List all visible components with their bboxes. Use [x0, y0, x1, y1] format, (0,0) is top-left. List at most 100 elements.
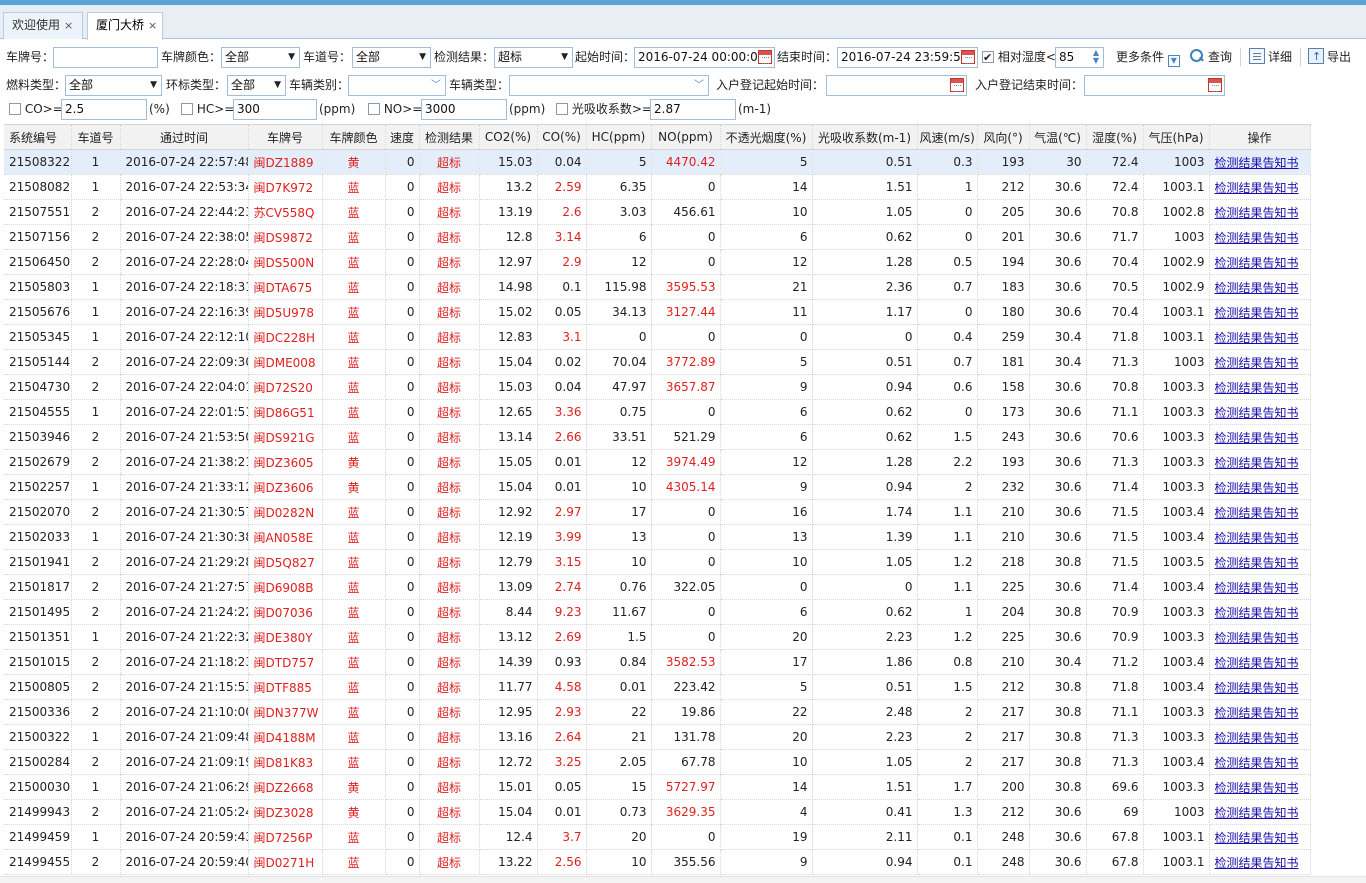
column-header[interactable]: 操作 [1209, 124, 1311, 150]
column-header[interactable]: HC(ppm) [586, 124, 652, 150]
column-header[interactable]: 速度 [385, 124, 420, 150]
report-notice-link[interactable]: 检测结果告知书 [1214, 480, 1299, 495]
report-notice-link[interactable]: 检测结果告知书 [1214, 255, 1299, 270]
co-checkbox[interactable] [9, 103, 21, 115]
report-notice-link[interactable]: 检测结果告知书 [1214, 680, 1299, 695]
table-row[interactable]: 21501817 2 2016-07-24 21:27:57 闽D6908B 蓝 0 超标 1… [4, 574, 1311, 600]
light-absorption-checkbox[interactable] [556, 103, 568, 115]
humidity-checkbox[interactable] [982, 48, 994, 68]
report-notice-link[interactable]: 检测结果告知书 [1214, 155, 1299, 170]
more-conditions-toggle[interactable]: 更多条件 ▼ [1116, 47, 1180, 67]
report-notice-link[interactable]: 检测结果告知书 [1214, 180, 1299, 195]
hc-threshold-input[interactable]: 300 [233, 99, 317, 120]
table-row[interactable]: 21508082 1 2016-07-24 22:53:34 闽D7K972 蓝 0 超标 1… [4, 174, 1311, 200]
table-row[interactable]: 21502679 2 2016-07-24 21:38:21 闽DZ3605 黄 0 超标 1… [4, 449, 1311, 475]
plate-color-select[interactable]: 全部 ▼ [221, 47, 300, 68]
calendar-icon[interactable] [961, 50, 975, 64]
table-row[interactable]: 21500030 1 2016-07-24 21:06:29 闽DZ2668 黄 0 超标 1… [4, 774, 1311, 800]
no-threshold-input[interactable]: 3000 [421, 99, 507, 120]
report-notice-link[interactable]: 检测结果告知书 [1214, 780, 1299, 795]
co-threshold-input[interactable]: 2.5 [61, 99, 147, 120]
query-button[interactable]: 查询 [1189, 47, 1232, 67]
table-row[interactable]: 21504555 1 2016-07-24 22:01:51 闽D86G51 蓝 0 超标 1… [4, 399, 1311, 425]
report-notice-link[interactable]: 检测结果告知书 [1214, 755, 1299, 770]
table-row[interactable]: 21502257 1 2016-07-24 21:33:12 闽DZ3606 黄 0 超标 1… [4, 474, 1311, 500]
table-row[interactable]: 21507551 2 2016-07-24 22:44:23 苏CV558Q 蓝 0 超标 1… [4, 199, 1311, 225]
table-row[interactable]: 21501941 2 2016-07-24 21:29:28 闽D5Q827 蓝 0 超标 1… [4, 549, 1311, 575]
report-notice-link[interactable]: 检测结果告知书 [1214, 630, 1299, 645]
result-select[interactable]: 超标 ▼ [494, 47, 573, 68]
calendar-icon[interactable] [1208, 78, 1222, 92]
table-row[interactable]: 21505803 1 2016-07-24 22:18:31 闽DTA675 蓝 0 超标 1… [4, 274, 1311, 300]
report-notice-link[interactable]: 检测结果告知书 [1214, 805, 1299, 820]
column-header[interactable]: 气温(℃) [1029, 124, 1087, 150]
table-row[interactable]: 21500805 2 2016-07-24 21:15:53 闽DTF885 蓝 0 超标 1… [4, 674, 1311, 700]
tab-xiamen-bridge[interactable]: 厦门大桥 × [87, 12, 163, 40]
report-notice-link[interactable]: 检测结果告知书 [1214, 455, 1299, 470]
end-time-input[interactable]: 2016-07-24 23:59:59 [837, 47, 978, 68]
detail-button[interactable]: 详细 [1249, 47, 1292, 67]
table-row[interactable]: 21500284 2 2016-07-24 21:09:19 闽D81K83 蓝 0 超标 1… [4, 749, 1311, 775]
start-time-input[interactable]: 2016-07-24 00:00:00 [634, 47, 775, 68]
column-header[interactable]: 车道号 [71, 124, 121, 150]
column-header[interactable]: CO2(%) [479, 124, 538, 150]
table-row[interactable]: 21499943 2 2016-07-24 21:05:24 闽DZ3028 黄 0 超标 1… [4, 799, 1311, 825]
report-notice-link[interactable]: 检测结果告知书 [1214, 330, 1299, 345]
report-notice-link[interactable]: 检测结果告知书 [1214, 655, 1299, 670]
lane-select[interactable]: 全部 ▼ [352, 47, 431, 68]
tab-welcome[interactable]: 欢迎使用 × [3, 12, 83, 39]
column-header[interactable]: NO(ppm) [651, 124, 721, 150]
fuel-select[interactable]: 全部 ▼ [65, 75, 162, 96]
column-header[interactable]: 车牌号 [248, 124, 323, 150]
table-row[interactable]: 21505144 2 2016-07-24 22:09:30 闽DME008 蓝 0 超标 1… [4, 349, 1311, 375]
table-row[interactable]: 21499455 2 2016-07-24 20:59:40 闽D0271H 蓝 0 超标 1… [4, 849, 1311, 875]
humidity-spinner[interactable]: 85 ▲ ▼ [1055, 47, 1104, 68]
calendar-icon[interactable] [950, 78, 964, 92]
table-row[interactable]: 21500322 1 2016-07-24 21:09:48 闽D4188M 蓝 0 超标 1… [4, 724, 1311, 750]
table-row[interactable]: 21502070 2 2016-07-24 21:30:57 闽D0282N 蓝 0 超标 1… [4, 499, 1311, 525]
table-row[interactable]: 21501495 2 2016-07-24 21:24:22 闽D07036 蓝 0 超标 8… [4, 599, 1311, 625]
report-notice-link[interactable]: 检测结果告知书 [1214, 580, 1299, 595]
report-notice-link[interactable]: 检测结果告知书 [1214, 830, 1299, 845]
table-row[interactable]: 21499459 1 2016-07-24 20:59:43 闽D7256P 蓝 0 超标 1… [4, 824, 1311, 850]
column-header[interactable]: 风速(m/s) [917, 124, 978, 150]
table-row[interactable]: 21501015 2 2016-07-24 21:18:23 闽DTD757 蓝 0 超标 1… [4, 649, 1311, 675]
column-header[interactable]: 通过时间 [120, 124, 249, 150]
table-row[interactable]: 21500336 2 2016-07-24 21:10:00 闽DN377W 蓝 0 超标 1… [4, 699, 1311, 725]
no-checkbox[interactable] [368, 103, 380, 115]
column-header[interactable]: 系统编号 [4, 124, 72, 150]
table-row[interactable]: 21507156 2 2016-07-24 22:38:05 闽DS9872 蓝 0 超标 1… [4, 224, 1311, 250]
column-header[interactable]: 车牌颜色 [322, 124, 386, 150]
column-header[interactable]: 湿度(%) [1086, 124, 1144, 150]
column-header[interactable]: 检测结果 [419, 124, 480, 150]
report-notice-link[interactable]: 检测结果告知书 [1214, 855, 1299, 870]
column-header[interactable]: CO(%) [537, 124, 587, 150]
table-row[interactable]: 21501351 1 2016-07-24 21:22:32 闽DE380Y 蓝 0 超标 1… [4, 624, 1311, 650]
report-notice-link[interactable]: 检测结果告知书 [1214, 555, 1299, 570]
column-header[interactable]: 不透光烟度(%) [720, 124, 813, 150]
export-button[interactable]: 导出 [1308, 47, 1351, 67]
table-row[interactable]: 21506450 2 2016-07-24 22:28:04 闽DS500N 蓝 0 超标 1… [4, 249, 1311, 275]
report-notice-link[interactable]: 检测结果告知书 [1214, 730, 1299, 745]
horizontal-scrollbar[interactable] [0, 876, 1366, 883]
close-icon[interactable]: × [148, 19, 158, 32]
report-notice-link[interactable]: 检测结果告知书 [1214, 230, 1299, 245]
table-row[interactable]: 21504730 2 2016-07-24 22:04:01 闽D72S20 蓝 0 超标 1… [4, 374, 1311, 400]
calendar-icon[interactable] [758, 50, 772, 64]
plate-no-input[interactable] [53, 47, 158, 68]
hc-checkbox[interactable] [181, 103, 193, 115]
column-header[interactable]: 气压(hPa) [1143, 124, 1210, 150]
close-icon[interactable]: × [64, 19, 74, 32]
report-notice-link[interactable]: 检测结果告知书 [1214, 380, 1299, 395]
column-header[interactable]: 风向(°) [977, 124, 1030, 150]
spinner-arrows-icon[interactable]: ▲ ▼ [1092, 48, 1100, 65]
table-row[interactable]: 21502033 1 2016-07-24 21:30:38 闽AN058E 蓝 0 超标 1… [4, 524, 1311, 550]
report-notice-link[interactable]: 检测结果告知书 [1214, 605, 1299, 620]
env-select[interactable]: 全部 ▼ [227, 75, 286, 96]
column-header[interactable]: 光吸收系数(m-1) [812, 124, 918, 150]
report-notice-link[interactable]: 检测结果告知书 [1214, 305, 1299, 320]
table-row[interactable]: 21503946 2 2016-07-24 21:53:50 闽DS921G 蓝 0 超标 1… [4, 424, 1311, 450]
light-absorption-input[interactable]: 2.87 [650, 99, 736, 120]
report-notice-link[interactable]: 检测结果告知书 [1214, 355, 1299, 370]
report-notice-link[interactable]: 检测结果告知书 [1214, 505, 1299, 520]
